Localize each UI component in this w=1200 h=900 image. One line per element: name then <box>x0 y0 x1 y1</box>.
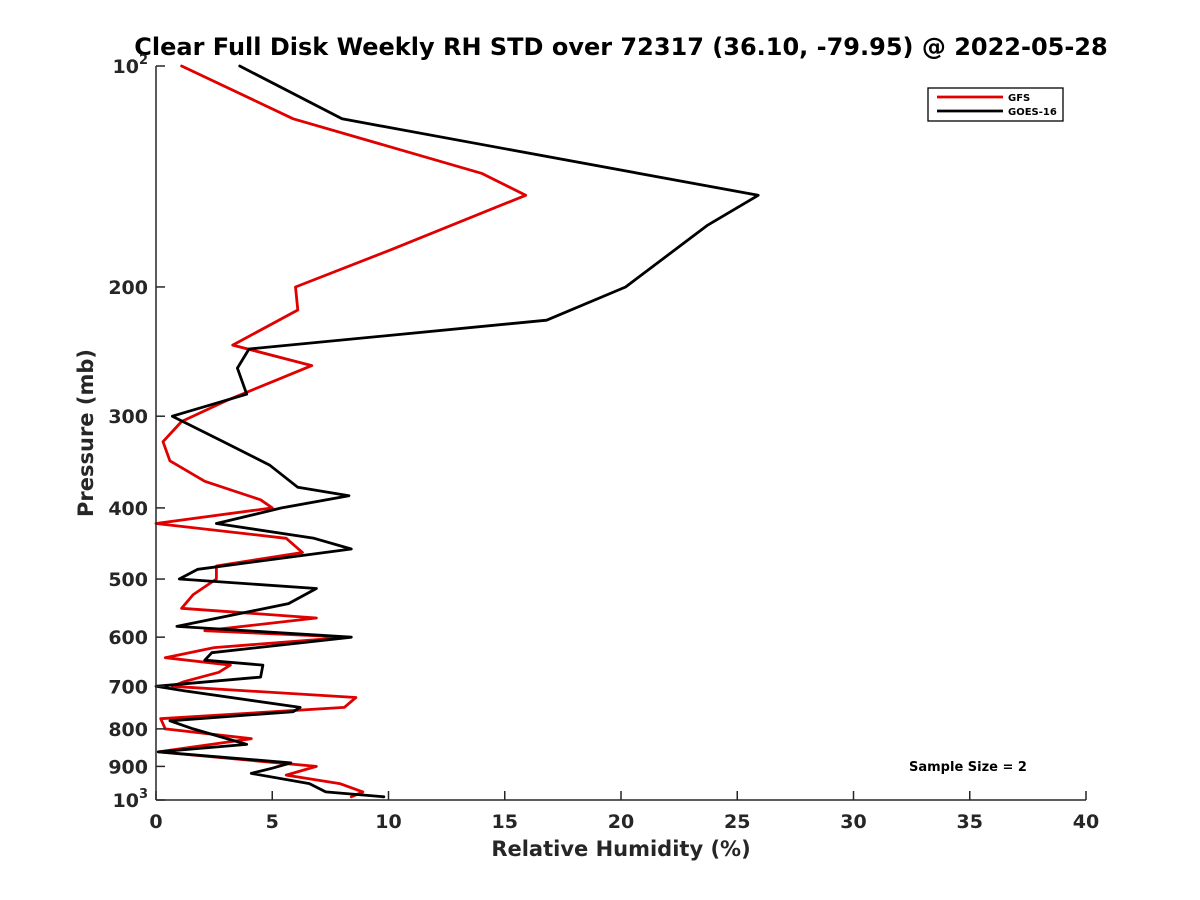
y-tick-label: 103 <box>113 787 149 812</box>
x-tick-label: 15 <box>492 811 518 833</box>
y-ticks: 102 200 300 400 500 600 700 800 900 103 <box>108 53 165 812</box>
y-tick-label: 400 <box>108 498 148 520</box>
legend-box <box>927 87 1064 122</box>
series-layer <box>154 64 760 799</box>
series-line-goes16 <box>154 64 760 799</box>
x-tick-label: 35 <box>957 811 983 833</box>
y-tick-label: 700 <box>108 676 148 698</box>
chart-title: Clear Full Disk Weekly RH STD over 72317… <box>134 33 1107 61</box>
legend-label-goes16: GOES-16 <box>1008 107 1057 118</box>
x-tick-label: 20 <box>608 811 634 833</box>
y-tick-label: 300 <box>108 406 148 428</box>
x-axis-label: Relative Humidity (%) <box>491 837 750 861</box>
plot-area: 0 5 10 15 20 25 30 35 40 102 200 300 400 500 600 700 80… <box>108 53 1099 833</box>
x-tick-label: 40 <box>1073 811 1099 833</box>
y-tick-label: 600 <box>108 627 148 649</box>
y-tick-label: 500 <box>108 569 148 591</box>
x-tick-label: 0 <box>149 811 162 833</box>
x-tick-label: 25 <box>724 811 750 833</box>
legend-label-gfs: GFS <box>1008 93 1030 104</box>
legend: GFS GOES-16 <box>927 87 1064 122</box>
y-axis-label: Pressure (mb) <box>74 349 98 517</box>
y-tick-label: 900 <box>108 756 148 778</box>
sample-size-annotation: Sample Size = 2 <box>909 760 1027 775</box>
y-tick-label: 800 <box>108 719 148 741</box>
series-line-gfs <box>154 64 528 799</box>
x-ticks: 0 5 10 15 20 25 30 35 40 <box>149 791 1099 833</box>
y-tick-label: 200 <box>108 277 148 299</box>
y-tick-label: 102 <box>113 53 149 78</box>
x-tick-label: 10 <box>375 811 401 833</box>
x-tick-label: 5 <box>266 811 279 833</box>
x-tick-label: 30 <box>840 811 866 833</box>
